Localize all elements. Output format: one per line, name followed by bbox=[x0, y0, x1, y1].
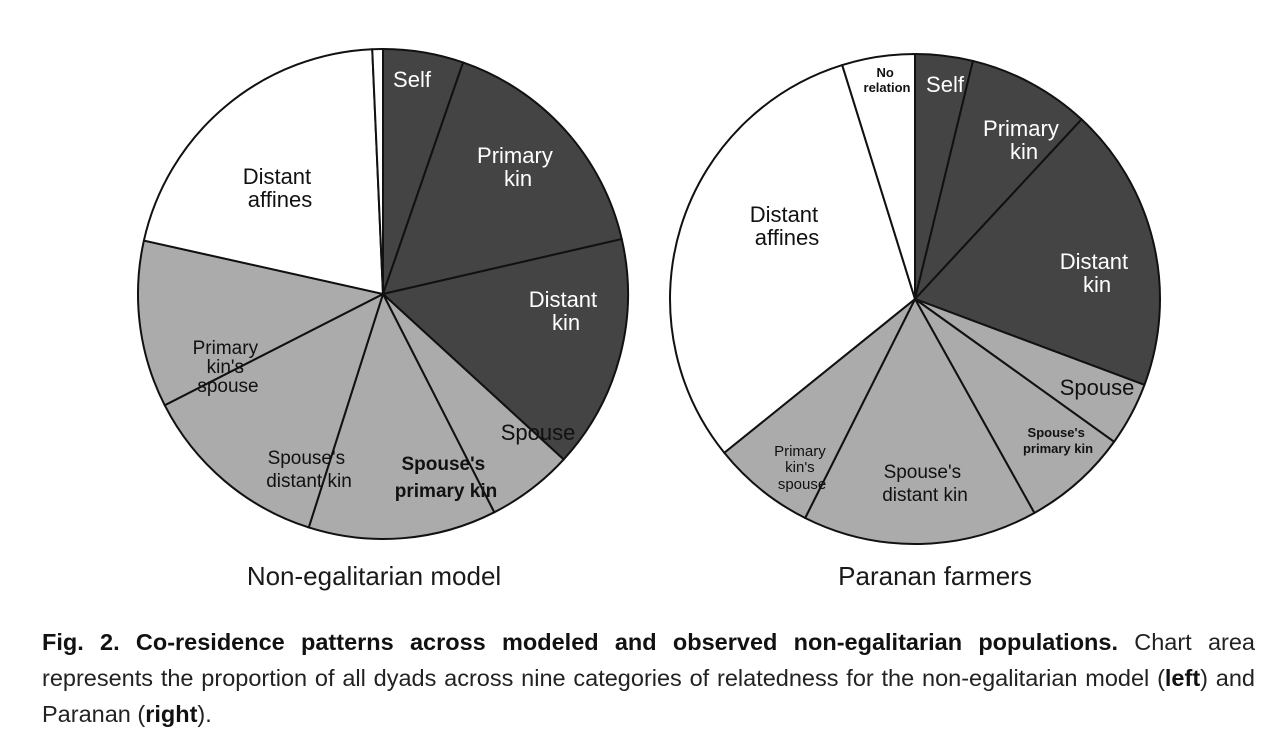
right-label-distant-affines: Distant affines bbox=[750, 202, 825, 250]
right-slice-no-relation bbox=[841, 53, 916, 300]
left-slice-spouse-s-distant-kin bbox=[163, 293, 384, 529]
right-label-spouse: Spouse bbox=[1060, 375, 1135, 400]
right-slice-distant-affines bbox=[669, 64, 916, 454]
left-label-spouses-primary-kin: Spouse's primary kin bbox=[395, 454, 497, 502]
right-label-primary-kins-spouse: Primary kin's spouse bbox=[774, 443, 830, 493]
right-label-self: Self bbox=[926, 72, 965, 97]
pie-chart-non-egalitarian bbox=[137, 48, 629, 540]
right-label-no-relation: No relation bbox=[864, 65, 911, 95]
right-chart-title: Paranan farmers bbox=[838, 561, 1032, 591]
left-label-spouses-distant-kin: Spouse's distant kin bbox=[266, 448, 352, 492]
right-slice-spouse-s-distant-kin bbox=[804, 298, 1036, 545]
left-slice-primary-kin bbox=[382, 61, 623, 295]
left-slice-no-relation bbox=[371, 48, 384, 295]
left-label-spouse: Spouse bbox=[501, 420, 576, 445]
caption-title: Fig. 2. Co-residence patterns across mod… bbox=[42, 629, 1118, 655]
left-slice-distant-affines bbox=[142, 48, 384, 295]
figure-caption: Fig. 2. Co-residence patterns across mod… bbox=[42, 624, 1255, 732]
right-label-spouses-distant-kin: Spouse's distant kin bbox=[882, 462, 968, 506]
caption-text-3: ). bbox=[197, 701, 212, 727]
caption-text-2: ) and Paranan ( bbox=[42, 665, 1255, 727]
left-pie-labels: Self Primary kin Distant kin Spouse Spou… bbox=[193, 67, 604, 591]
left-label-primary-kins-spouse: Primary kin's spouse bbox=[193, 338, 264, 397]
left-slice-spouse-s-primary-kin bbox=[307, 293, 496, 540]
right-slice-primary-kin bbox=[914, 59, 1083, 300]
left-slice-primary-kin-s-spouse bbox=[137, 239, 384, 407]
right-label-spouses-primary-kin: Spouse's primary kin bbox=[1023, 425, 1093, 456]
right-slice-spouse-s-primary-kin bbox=[914, 298, 1116, 514]
right-pie-labels: No relation Self Primary kin Distant kin… bbox=[750, 65, 1135, 591]
caption-right: right bbox=[145, 701, 198, 727]
left-label-distant-affines: Distant affines bbox=[243, 164, 318, 212]
left-chart-title: Non-egalitarian model bbox=[247, 561, 501, 591]
right-label-distant-kin: Distant kin bbox=[1060, 249, 1135, 297]
caption-left: left bbox=[1164, 665, 1201, 691]
pie-chart-paranan bbox=[669, 53, 1161, 545]
caption-text-1: Chart area represents the proportion of … bbox=[42, 629, 1255, 691]
left-label-distant-kin: Distant kin bbox=[529, 287, 604, 335]
left-label-self: Self bbox=[393, 67, 432, 92]
left-slice-distant-kin bbox=[382, 238, 629, 461]
right-label-primary-kin: Primary kin bbox=[983, 116, 1065, 164]
left-label-primary-kin: Primary kin bbox=[477, 143, 559, 191]
right-slice-distant-kin bbox=[914, 118, 1161, 386]
right-slice-primary-kin-s-spouse bbox=[723, 298, 916, 519]
